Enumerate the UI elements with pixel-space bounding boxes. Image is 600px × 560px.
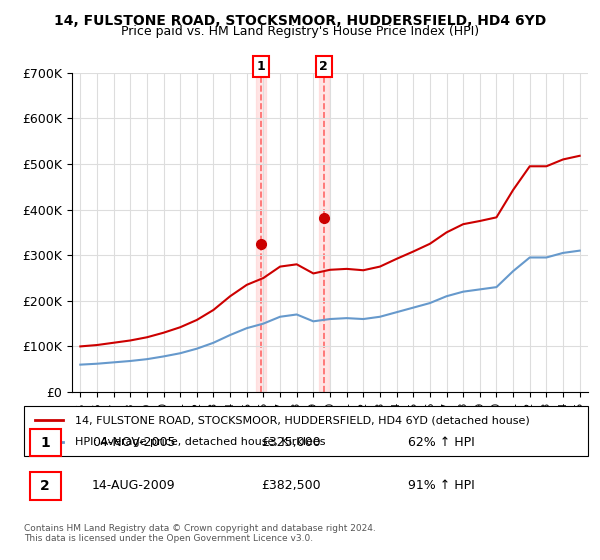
Text: Price paid vs. HM Land Registry's House Price Index (HPI): Price paid vs. HM Land Registry's House … — [121, 25, 479, 38]
Bar — [319, 73, 329, 392]
Text: £325,000: £325,000 — [261, 436, 320, 449]
Text: 14, FULSTONE ROAD, STOCKSMOOR, HUDDERSFIELD, HD4 6YD: 14, FULSTONE ROAD, STOCKSMOOR, HUDDERSFI… — [54, 14, 546, 28]
Text: 91% ↑ HPI: 91% ↑ HPI — [407, 479, 474, 492]
FancyBboxPatch shape — [29, 472, 61, 500]
Text: 2: 2 — [40, 479, 50, 493]
Text: Contains HM Land Registry data © Crown copyright and database right 2024.
This d: Contains HM Land Registry data © Crown c… — [24, 524, 376, 543]
Text: 14-AUG-2009: 14-AUG-2009 — [92, 479, 175, 492]
Bar — [256, 73, 266, 392]
Text: HPI: Average price, detached house, Kirklees: HPI: Average price, detached house, Kirk… — [75, 437, 325, 447]
Text: 04-NOV-2005: 04-NOV-2005 — [92, 436, 175, 449]
Text: £382,500: £382,500 — [261, 479, 320, 492]
Text: 14, FULSTONE ROAD, STOCKSMOOR, HUDDERSFIELD, HD4 6YD (detached house): 14, FULSTONE ROAD, STOCKSMOOR, HUDDERSFI… — [75, 415, 530, 425]
Text: 2: 2 — [319, 60, 328, 73]
FancyBboxPatch shape — [29, 429, 61, 456]
FancyBboxPatch shape — [24, 406, 588, 456]
Text: 1: 1 — [40, 436, 50, 450]
Text: 62% ↑ HPI: 62% ↑ HPI — [407, 436, 474, 449]
Text: 1: 1 — [256, 60, 265, 73]
